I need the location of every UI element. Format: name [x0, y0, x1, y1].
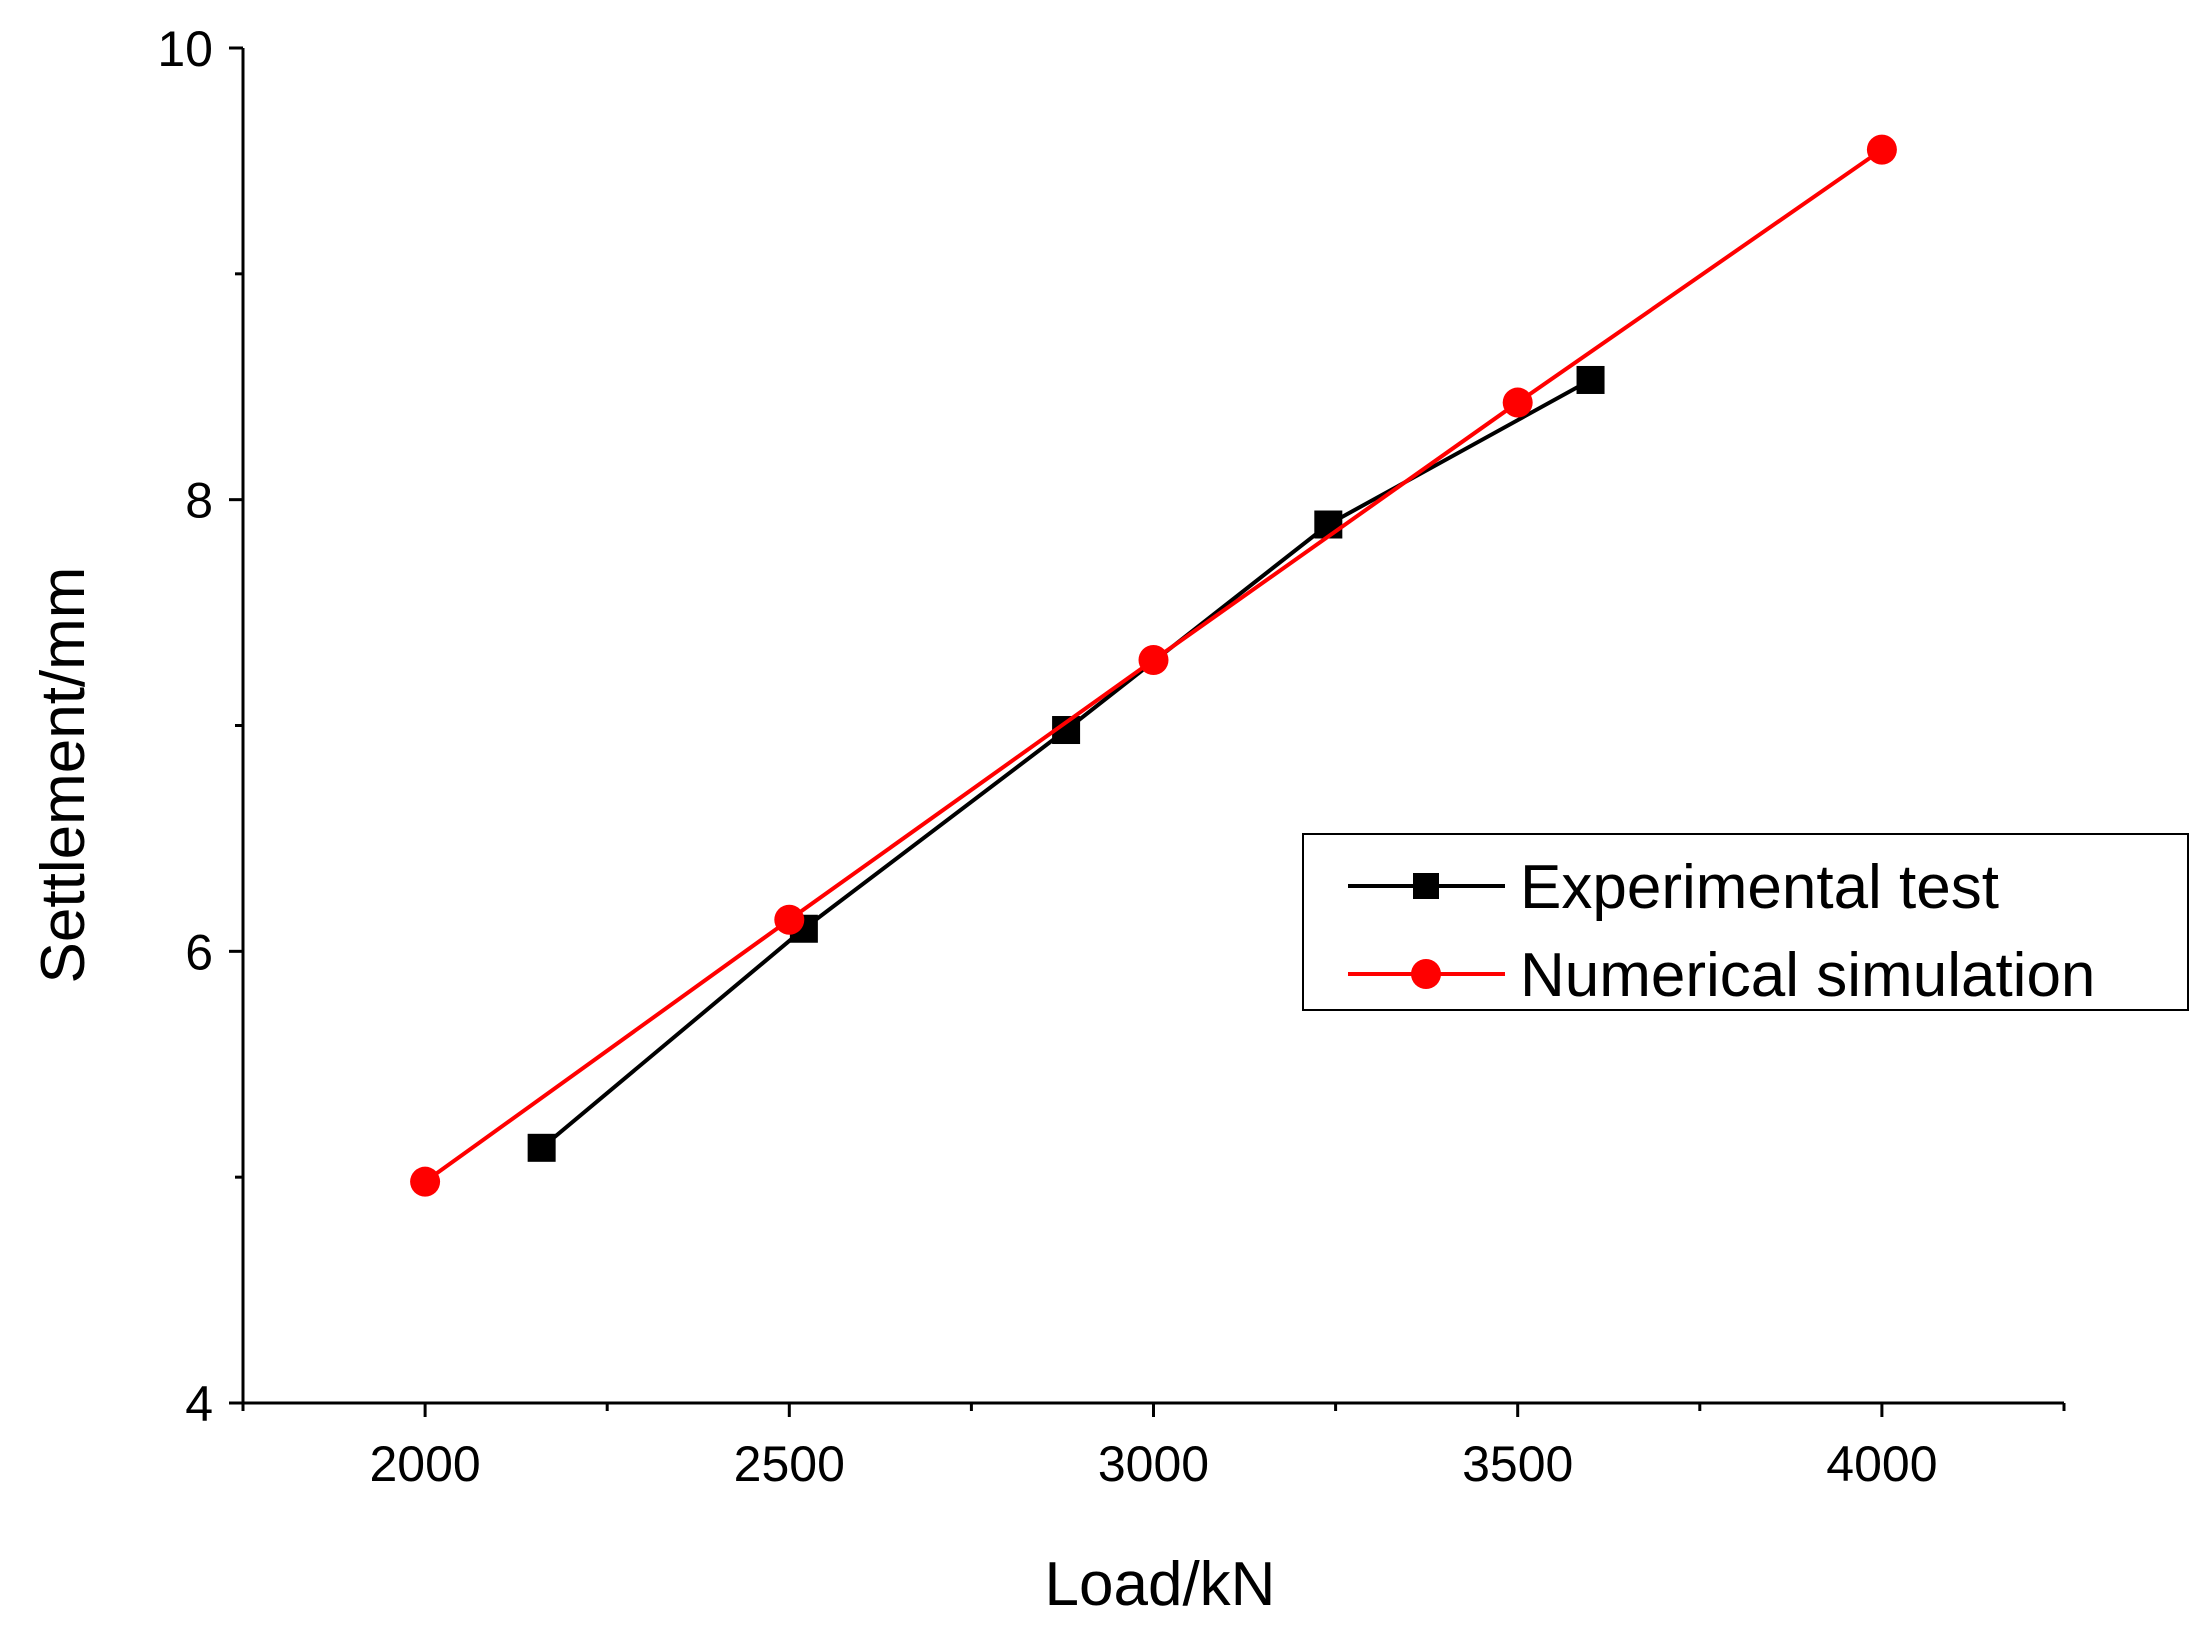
x-tick-label: 3000 [1098, 1436, 1209, 1492]
series-line [540, 378, 1592, 1150]
y-tick-label: 4 [185, 1376, 213, 1432]
legend-label-experimental: Experimental test [1520, 853, 1999, 922]
series-numerical [410, 134, 1897, 1197]
y-tick-label: 6 [185, 924, 213, 980]
legend-marker-numerical [1411, 959, 1441, 989]
data-point [527, 1133, 556, 1162]
data-point [1866, 134, 1897, 165]
data-point [1138, 645, 1169, 676]
x-tick-label: 3500 [1462, 1436, 1573, 1492]
series-experimental [527, 365, 1605, 1162]
x-tick-label: 4000 [1826, 1436, 1937, 1492]
series-layer [410, 134, 1897, 1197]
data-point [410, 1166, 441, 1197]
x-tick-label: 2000 [369, 1436, 480, 1492]
y-tick-label: 10 [157, 21, 213, 77]
ticks: 2000 2500 3000 3500 4000 4 6 8 10 [157, 21, 2066, 1492]
data-point [1576, 365, 1605, 394]
data-point [1314, 510, 1343, 539]
y-axis-title: Settlement/mm [29, 567, 98, 984]
data-point [774, 904, 805, 935]
legend-box [1302, 833, 2189, 1011]
axes [241, 48, 2064, 1405]
legend: Experimental test Numerical simulation [1302, 833, 2189, 1011]
legend-marker-experimental [1413, 873, 1439, 899]
data-point [1502, 387, 1533, 418]
y-tick-label: 8 [185, 473, 213, 529]
x-tick-label: 2500 [734, 1436, 845, 1492]
legend-label-numerical: Numerical simulation [1520, 941, 2095, 1010]
x-axis-title: Load/kN [1045, 1550, 1276, 1619]
